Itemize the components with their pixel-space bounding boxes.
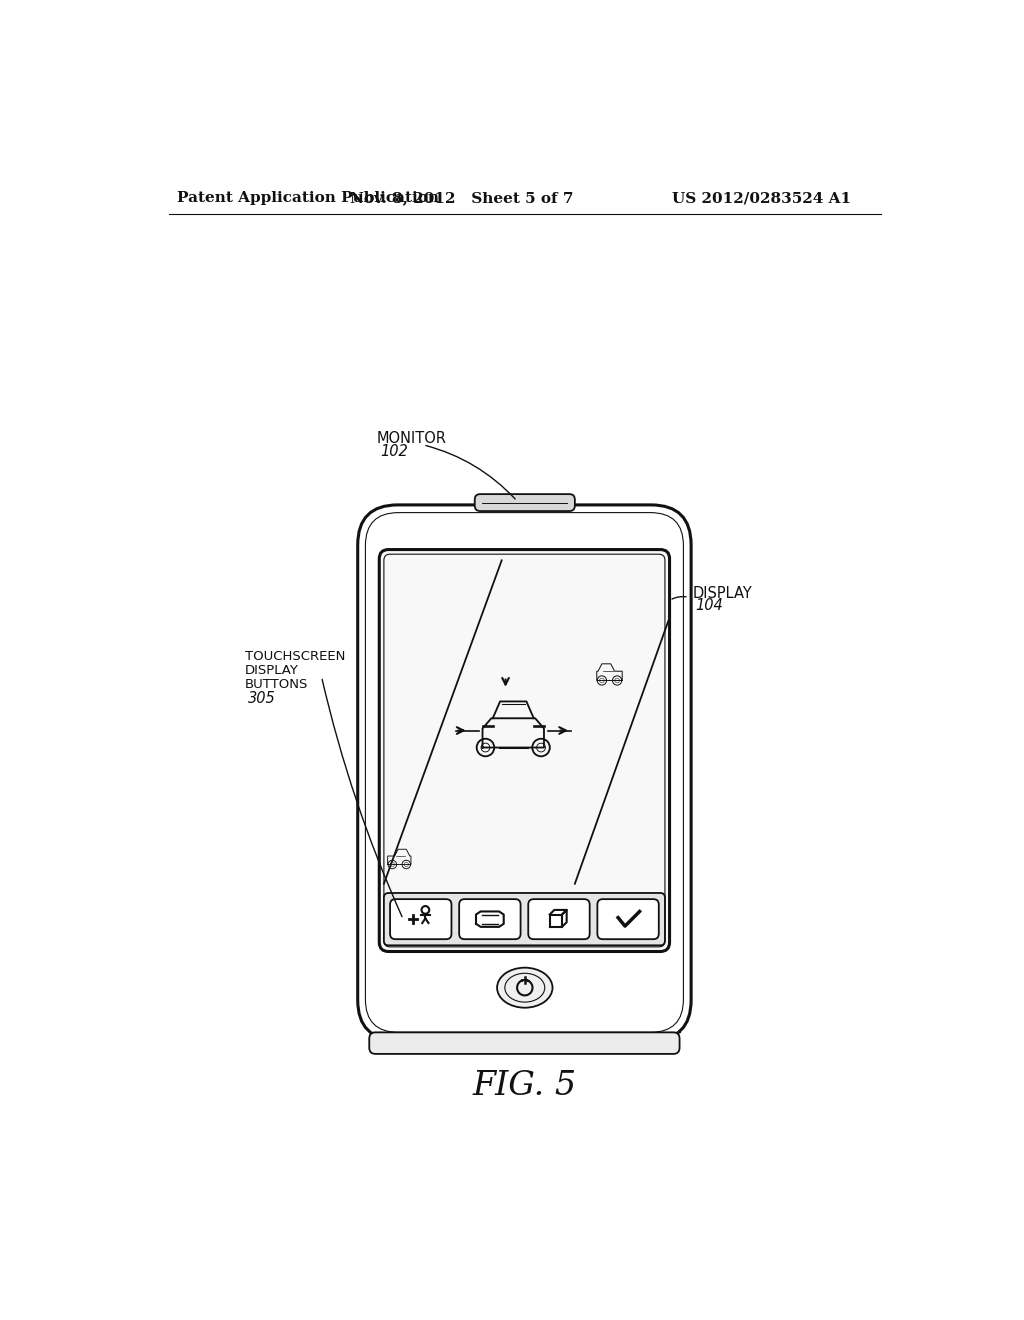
Text: BUTTONS: BUTTONS xyxy=(245,677,308,690)
Text: DISPLAY: DISPLAY xyxy=(245,664,298,677)
FancyBboxPatch shape xyxy=(357,506,691,1040)
Text: Nov. 8, 2012   Sheet 5 of 7: Nov. 8, 2012 Sheet 5 of 7 xyxy=(350,191,573,206)
Text: TOUCHSCREEN: TOUCHSCREEN xyxy=(245,649,345,663)
Text: MONITOR: MONITOR xyxy=(377,432,446,446)
FancyBboxPatch shape xyxy=(384,892,665,945)
FancyBboxPatch shape xyxy=(528,899,590,940)
FancyBboxPatch shape xyxy=(459,899,520,940)
FancyBboxPatch shape xyxy=(597,899,658,940)
Ellipse shape xyxy=(497,968,553,1007)
Text: FIG. 5: FIG. 5 xyxy=(473,1071,577,1102)
FancyBboxPatch shape xyxy=(370,1032,680,1053)
FancyBboxPatch shape xyxy=(390,899,452,940)
FancyBboxPatch shape xyxy=(475,494,574,511)
Text: US 2012/0283524 A1: US 2012/0283524 A1 xyxy=(673,191,852,206)
Text: 102: 102 xyxy=(380,444,408,458)
Text: Patent Application Publication: Patent Application Publication xyxy=(177,191,438,206)
Text: 305: 305 xyxy=(248,692,275,706)
Text: DISPLAY: DISPLAY xyxy=(692,586,753,601)
Text: 104: 104 xyxy=(695,598,724,612)
FancyBboxPatch shape xyxy=(379,549,670,952)
